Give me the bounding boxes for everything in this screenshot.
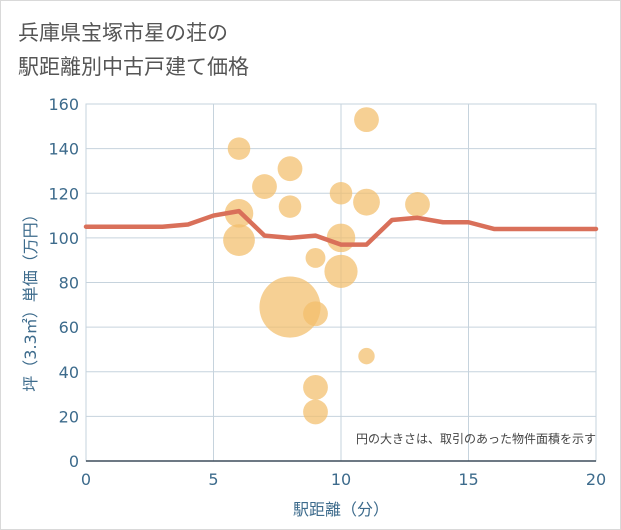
bubble-point [223, 224, 255, 256]
bubble-point [252, 174, 277, 199]
x-tick-label: 15 [458, 470, 478, 489]
y-tick-label: 60 [59, 318, 79, 337]
y-tick-label: 0 [69, 452, 79, 471]
y-axis-title: 坪（3.3㎡）単価（万円） [21, 206, 40, 392]
bubble-point [305, 248, 326, 268]
bubble-series [223, 107, 430, 425]
x-tick-label: 0 [81, 470, 91, 489]
y-tick-label: 80 [59, 274, 79, 293]
bubble-size-note: 円の大きさは、取引のあった物件面積を示す [355, 432, 596, 446]
bubble-point [324, 254, 358, 288]
bubble-point [329, 181, 353, 205]
bubble-point [326, 223, 356, 253]
y-tick-label: 100 [48, 229, 79, 248]
bubble-point [303, 374, 328, 400]
x-axis-title: 駅距離（分） [292, 500, 390, 519]
bubble-point [278, 195, 302, 218]
trend-series [83, 208, 599, 247]
x-axis-ticks: 0 5 10 15 20 [81, 470, 606, 489]
bubble-point [227, 137, 251, 160]
bubble-point [303, 399, 328, 425]
chart-title-line-2: 駅距離別中古戸建て価格 [18, 55, 249, 79]
y-tick-label: 20 [59, 407, 79, 426]
bubble-point [405, 192, 430, 217]
bubble-point [353, 188, 380, 216]
bubble-point [358, 347, 375, 365]
chart-title: 兵庫県宝塚市星の荘の 駅距離別中古戸建て価格 [18, 16, 249, 84]
bubble-point [277, 156, 303, 182]
bubble-point [259, 276, 321, 338]
y-tick-label: 140 [48, 140, 79, 159]
y-tick-label: 120 [48, 184, 79, 203]
bubble-point [303, 301, 328, 327]
y-tick-label: 40 [59, 363, 79, 382]
y-tick-label: 160 [48, 95, 79, 114]
x-tick-label: 5 [208, 470, 218, 489]
x-tick-label: 20 [586, 470, 606, 489]
trend-line [83, 208, 599, 247]
x-tick-label: 10 [331, 470, 351, 489]
chart-title-line-1: 兵庫県宝塚市星の荘の [18, 21, 228, 45]
y-axis-ticks: 0 20 40 60 80 100 120 140 160 [48, 95, 79, 471]
bubble-point [354, 107, 379, 133]
